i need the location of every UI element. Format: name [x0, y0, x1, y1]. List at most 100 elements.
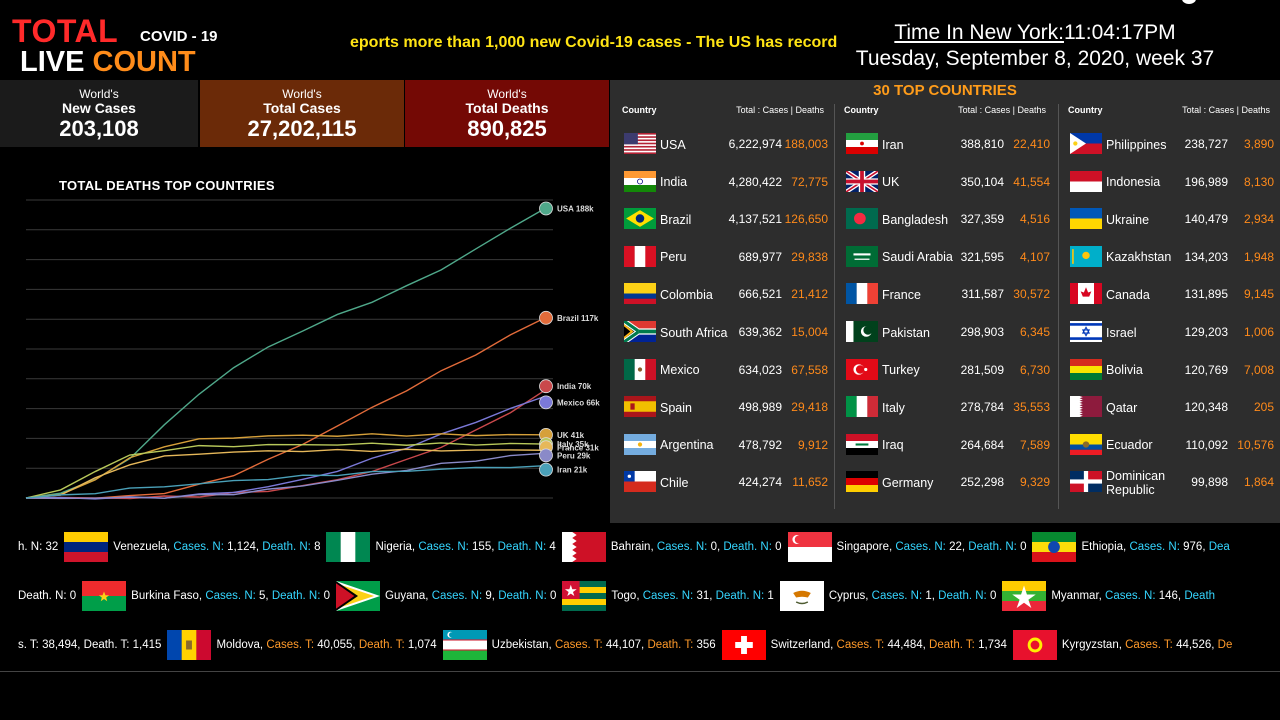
country-row[interactable]: Turkey 281,509 6,730: [836, 352, 1056, 389]
country-name: India: [660, 175, 688, 190]
country-row[interactable]: Spain 498,989 29,418: [614, 389, 834, 426]
ticker-key-cases: Cases. N:: [871, 590, 923, 602]
series-label-brazil: Brazil 117k: [557, 314, 599, 323]
country-row[interactable]: Indonesia 196,989 8,130: [1060, 164, 1280, 201]
ticker-val-deaths: 1,734: [978, 639, 1007, 651]
bahrain-flag-icon: [561, 531, 606, 562]
stat-value: 27,202,115: [247, 116, 357, 141]
peru-flag-icon: [624, 245, 657, 267]
series-label-italy: Italy 35k: [557, 440, 589, 449]
ticker-row-1: h. N: 32 Venezuela, Cases. N: 1,124, Deat…: [18, 530, 1258, 564]
country-name: Ukraine: [1106, 212, 1150, 227]
ticker-country: Switzerland,: [770, 639, 834, 651]
country-row[interactable]: Iraq 264,684 7,589: [836, 427, 1056, 464]
country-deaths: 205: [1253, 400, 1274, 415]
ticker-country: Ethiopia,: [1081, 541, 1127, 553]
series-marker-india: [539, 379, 553, 394]
country-cases: 634,023: [738, 362, 782, 377]
country-deaths: 7,008: [1243, 362, 1274, 377]
country-row[interactable]: Ukraine 140,479 2,934: [1060, 201, 1280, 238]
country-row[interactable]: Italy 278,784 35,553: [836, 389, 1056, 426]
ticker-val-deaths: 356: [696, 639, 716, 651]
country-row[interactable]: Canada 131,895 9,145: [1060, 276, 1280, 313]
ecuador-flag-icon: [1070, 433, 1102, 455]
ticker-key-cases: Cases. N:: [431, 590, 483, 602]
country-row[interactable]: Peru 689,977 29,838: [614, 239, 834, 276]
country-name: Bangladesh: [882, 212, 949, 227]
series-marker-usa: [539, 201, 553, 216]
country-row[interactable]: UK 350,104 41,554: [836, 164, 1056, 201]
ticker-lead-text: Death. N: 0: [18, 590, 77, 602]
country-row[interactable]: Bolivia 120,769 7,008: [1060, 352, 1280, 389]
country-row[interactable]: Qatar 120,348 205: [1060, 389, 1280, 426]
cyprus-flag-icon: [779, 580, 824, 611]
ticker-key-deaths: Death. N:: [715, 590, 765, 602]
ticker-key-deaths: Dea: [1208, 541, 1230, 553]
country-row[interactable]: Colombia 666,521 21,412: [614, 276, 834, 313]
country-row[interactable]: Argentina 478,792 9,912: [614, 427, 834, 464]
country-deaths: 30,572: [1013, 287, 1050, 302]
column-separator: [1058, 104, 1059, 509]
country-cases: 278,784: [960, 400, 1004, 415]
country-row[interactable]: Chile 424,274 11,652: [614, 464, 834, 501]
ticker-key-deaths: Death. N:: [938, 590, 987, 602]
country-name: Peru: [660, 250, 687, 265]
ticker-val-cases: 0,: [710, 541, 721, 553]
country-name: Philippines: [1106, 137, 1167, 152]
country-cases: 4,280,422: [728, 174, 782, 189]
clock-time: 11:04:17PM: [1063, 21, 1176, 44]
series-line-brazil: [25, 317, 546, 500]
settings-dot-icon[interactable]: [1182, 0, 1196, 4]
ticker-country: Cyprus,: [828, 590, 869, 602]
country-row[interactable]: Kazakhstan 134,203 1,948: [1060, 239, 1280, 276]
ticker-key-cases: Cases. N:: [205, 590, 256, 602]
ticker-item: Venezuela, Cases. N: 1,124, Death. N: 8: [58, 530, 320, 564]
country-deaths: 22,410: [1013, 137, 1050, 151]
country-row[interactable]: India 4,280,422 72,775: [614, 164, 834, 201]
myanmar-flag-icon: [1002, 580, 1047, 612]
ticker-key-cases: Cases. N:: [1105, 590, 1156, 602]
country-deaths: 10,576: [1237, 437, 1274, 452]
country-row[interactable]: South Africa 639,362 15,004: [614, 314, 834, 351]
header-totals: Total : Cases | Deaths: [736, 105, 824, 115]
ticker-val-deaths: 0: [989, 590, 997, 602]
country-row[interactable]: France 311,587 30,572: [836, 276, 1056, 313]
ticker-row-2: Death. N: 0 Burkina Faso, Cases. N: 5, De…: [18, 579, 1258, 613]
philippines-flag-icon: [1070, 133, 1102, 154]
series-marker-mexico: [539, 395, 553, 410]
clock-label: Time In New York:: [894, 21, 1064, 44]
ticker-val-cases: 44,484,: [887, 639, 926, 651]
world-new-cases-box: World's New Cases 203,108: [0, 80, 198, 147]
iraq-flag-icon: [846, 433, 878, 455]
country-row[interactable]: Iran 388,810 22,410: [836, 126, 1056, 163]
ticker-item: Nigeria, Cases. N: 155, Death. N: 4: [320, 530, 556, 564]
country-row[interactable]: Brazil 4,137,521 126,650: [614, 201, 834, 238]
country-row[interactable]: Israel 129,203 1,006: [1060, 314, 1280, 351]
country-cases: 140,479: [1184, 212, 1228, 227]
country-deaths: 1,864: [1243, 475, 1274, 490]
chart-canvas: USA 188k Brazil 117k India 70k Mexico 66k UK…: [25, 199, 600, 500]
ticker-key-cases: Cases. N:: [418, 541, 469, 553]
country-cases: 424,274: [738, 475, 782, 490]
ticker-country: Guyana,: [385, 590, 429, 602]
country-row[interactable]: Saudi Arabia 321,595 4,107: [836, 239, 1056, 276]
ticker-val-cases: 31,: [696, 590, 713, 602]
country-row[interactable]: Mexico 634,023 67,558: [614, 352, 834, 389]
country-name: South Africa: [660, 325, 728, 340]
ticker-country: Kyrgyzstan,: [1061, 639, 1122, 651]
country-row[interactable]: Bangladesh 327,359 4,516: [836, 201, 1056, 238]
ticker-key-cases: Cases. T:: [1125, 639, 1173, 651]
country-deaths: 3,890: [1243, 137, 1274, 151]
country-row[interactable]: Ecuador 110,092 10,576: [1060, 427, 1280, 464]
country-row[interactable]: USA 6,222,974 188,003: [614, 126, 834, 163]
ticker-val-deaths: 4: [549, 541, 556, 553]
country-row[interactable]: Philippines 238,727 3,890: [1060, 126, 1280, 163]
country-cases: 689,977: [738, 249, 782, 264]
country-row[interactable]: Germany 252,298 9,329: [836, 464, 1056, 501]
country-row[interactable]: Pakistan 298,903 6,345: [836, 314, 1056, 351]
saudi-flag-icon: [846, 245, 878, 267]
ticker-val-deaths: 0: [549, 590, 557, 602]
series-line-usa: [25, 207, 546, 499]
country-row[interactable]: Dominican Republic 99,898 1,864: [1060, 464, 1280, 501]
brazil-flag-icon: [624, 208, 656, 230]
